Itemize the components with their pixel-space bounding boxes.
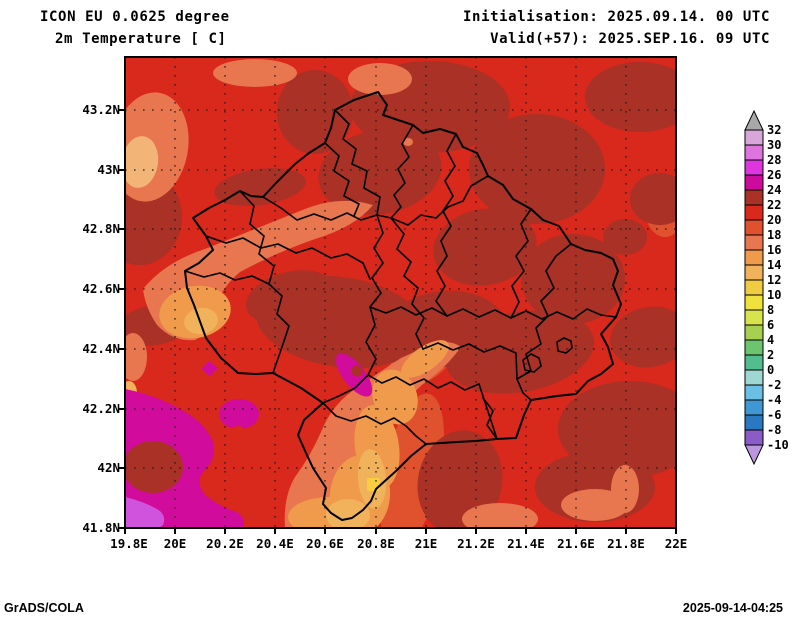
colorbar-label: 6: [767, 318, 774, 332]
colorbar-over-triangle: [744, 109, 764, 131]
colorbar-segment: [744, 189, 764, 206]
colorbar-label: 18: [767, 228, 781, 242]
colorbar-labels: 32 30 28 26 24 22 20 18 16 14 12 10 8 6 …: [767, 123, 789, 452]
colorbar-segment: [744, 264, 764, 281]
y-tick-label: 42.2N: [82, 401, 120, 416]
colorbar-label: -8: [767, 423, 781, 437]
colorbar-label: -2: [767, 378, 781, 392]
y-axis: 43.2N 43N 42.8N 42.6N 42.4N 42.2N 42N 41…: [82, 102, 125, 535]
generation-timestamp: 2025-09-14-04:25: [683, 601, 783, 615]
colorbar-under-triangle: [744, 444, 764, 466]
colorbar-segment: [744, 219, 764, 236]
colorbar-label: -10: [767, 438, 789, 452]
colorbar-segment: [744, 399, 764, 416]
y-tick-label: 42.8N: [82, 221, 120, 236]
y-tick-label: 42.4N: [82, 341, 120, 356]
colorbar-label: 4: [767, 333, 774, 347]
valid-label: Valid(+57): 2025.SEP.16. 09 UTC: [490, 31, 770, 47]
x-tick-label: 21.8E: [607, 536, 645, 551]
field-hole-22-24c: [351, 365, 363, 377]
colorbar-segment: [744, 369, 764, 386]
colorbar-segment: [744, 249, 764, 266]
colorbar-segment: [744, 144, 764, 161]
colorbar-label: 28: [767, 153, 781, 167]
x-tick-label: 21E: [415, 536, 438, 551]
model-title: ICON EU 0.0625 degree: [40, 9, 230, 25]
colorbar-label: 14: [767, 258, 781, 272]
x-tick-label: 21.2E: [457, 536, 495, 551]
enclave-loop: [556, 337, 573, 354]
initialisation-label: Initialisation: 2025.09.14. 00 UTC: [463, 9, 770, 25]
temperature-field-map: [125, 57, 676, 528]
colorbar-label: -6: [767, 408, 781, 422]
x-tick-label: 20.8E: [357, 536, 395, 551]
colorbar-label: 22: [767, 198, 781, 212]
colorbar-label: 26: [767, 168, 781, 182]
header: ICON EU 0.0625 degree 2m Temperature [ C…: [40, 9, 770, 47]
colorbar-label: 20: [767, 213, 781, 227]
colorbar-label: 30: [767, 138, 781, 152]
x-tick-label: 20.2E: [206, 536, 244, 551]
y-tick-label: 43N: [97, 162, 120, 177]
x-axis: 19.8E 20E 20.2E 20.4E 20.6E 20.8E 21E 21…: [110, 528, 687, 551]
colorbar-segment: [744, 234, 764, 251]
y-tick-label: 41.8N: [82, 520, 120, 535]
colorbar-segment: [744, 159, 764, 176]
enclave-loop: [522, 353, 542, 373]
field-hole-sw-22-24c: [125, 441, 183, 493]
colorbar-segment: [744, 429, 764, 446]
colorbar-label: 16: [767, 243, 781, 257]
colorbar-segment: [744, 309, 764, 326]
colorbar-segment: [744, 324, 764, 341]
x-tick-label: 21.4E: [507, 536, 545, 551]
kosovo-borders: [184, 91, 622, 521]
colorbar-segment: [744, 174, 764, 191]
colorbar-label: -4: [767, 393, 781, 407]
colorbar: 32 30 28 26 24 22 20 18 16 14 12 10 8 6 …: [744, 109, 789, 466]
colorbar-label: 32: [767, 123, 781, 137]
colorbar-label: 10: [767, 288, 781, 302]
colorbar-segment: [744, 354, 764, 371]
field-dot-20-22c: [231, 426, 245, 436]
field-patches-12-14c: [125, 136, 387, 528]
x-tick-label: 20E: [164, 536, 187, 551]
colorbar-segment: [744, 204, 764, 221]
x-tick-label: 20.4E: [256, 536, 294, 551]
x-tick-label: 21.6E: [557, 536, 595, 551]
variable-title: 2m Temperature [ C]: [55, 31, 227, 47]
footer: GrADS/COLA 2025-09-14-04:25: [4, 601, 783, 615]
colorbar-label: 8: [767, 303, 774, 317]
colorbar-segment: [744, 294, 764, 311]
colorbar-label: 2: [767, 348, 774, 362]
country-outline: [184, 91, 622, 521]
colorbar-label: 24: [767, 183, 781, 197]
municipality-borders: [184, 109, 617, 445]
colorbar-segment: [744, 414, 764, 431]
colorbar-segment: [744, 129, 764, 146]
plot-frame: [124, 56, 677, 529]
y-tick-label: 43.2N: [82, 102, 120, 117]
field-corner-26-28c: [125, 497, 165, 528]
x-tick-label: 19.8E: [110, 536, 148, 551]
y-tick-label: 42N: [97, 460, 120, 475]
y-tick-label: 42.6N: [82, 281, 120, 296]
colorbar-segment: [744, 279, 764, 296]
colorbar-label: 12: [767, 273, 781, 287]
x-tick-label: 22E: [665, 536, 688, 551]
colorbar-segment: [744, 384, 764, 401]
field-spot-10-12c: [367, 478, 380, 491]
colorbar-segment: [744, 339, 764, 356]
grid-dotted-lines: [125, 57, 676, 528]
grads-credit: GrADS/COLA: [4, 601, 84, 615]
colorbar-label: 0: [767, 363, 774, 377]
x-tick-label: 20.6E: [306, 536, 344, 551]
